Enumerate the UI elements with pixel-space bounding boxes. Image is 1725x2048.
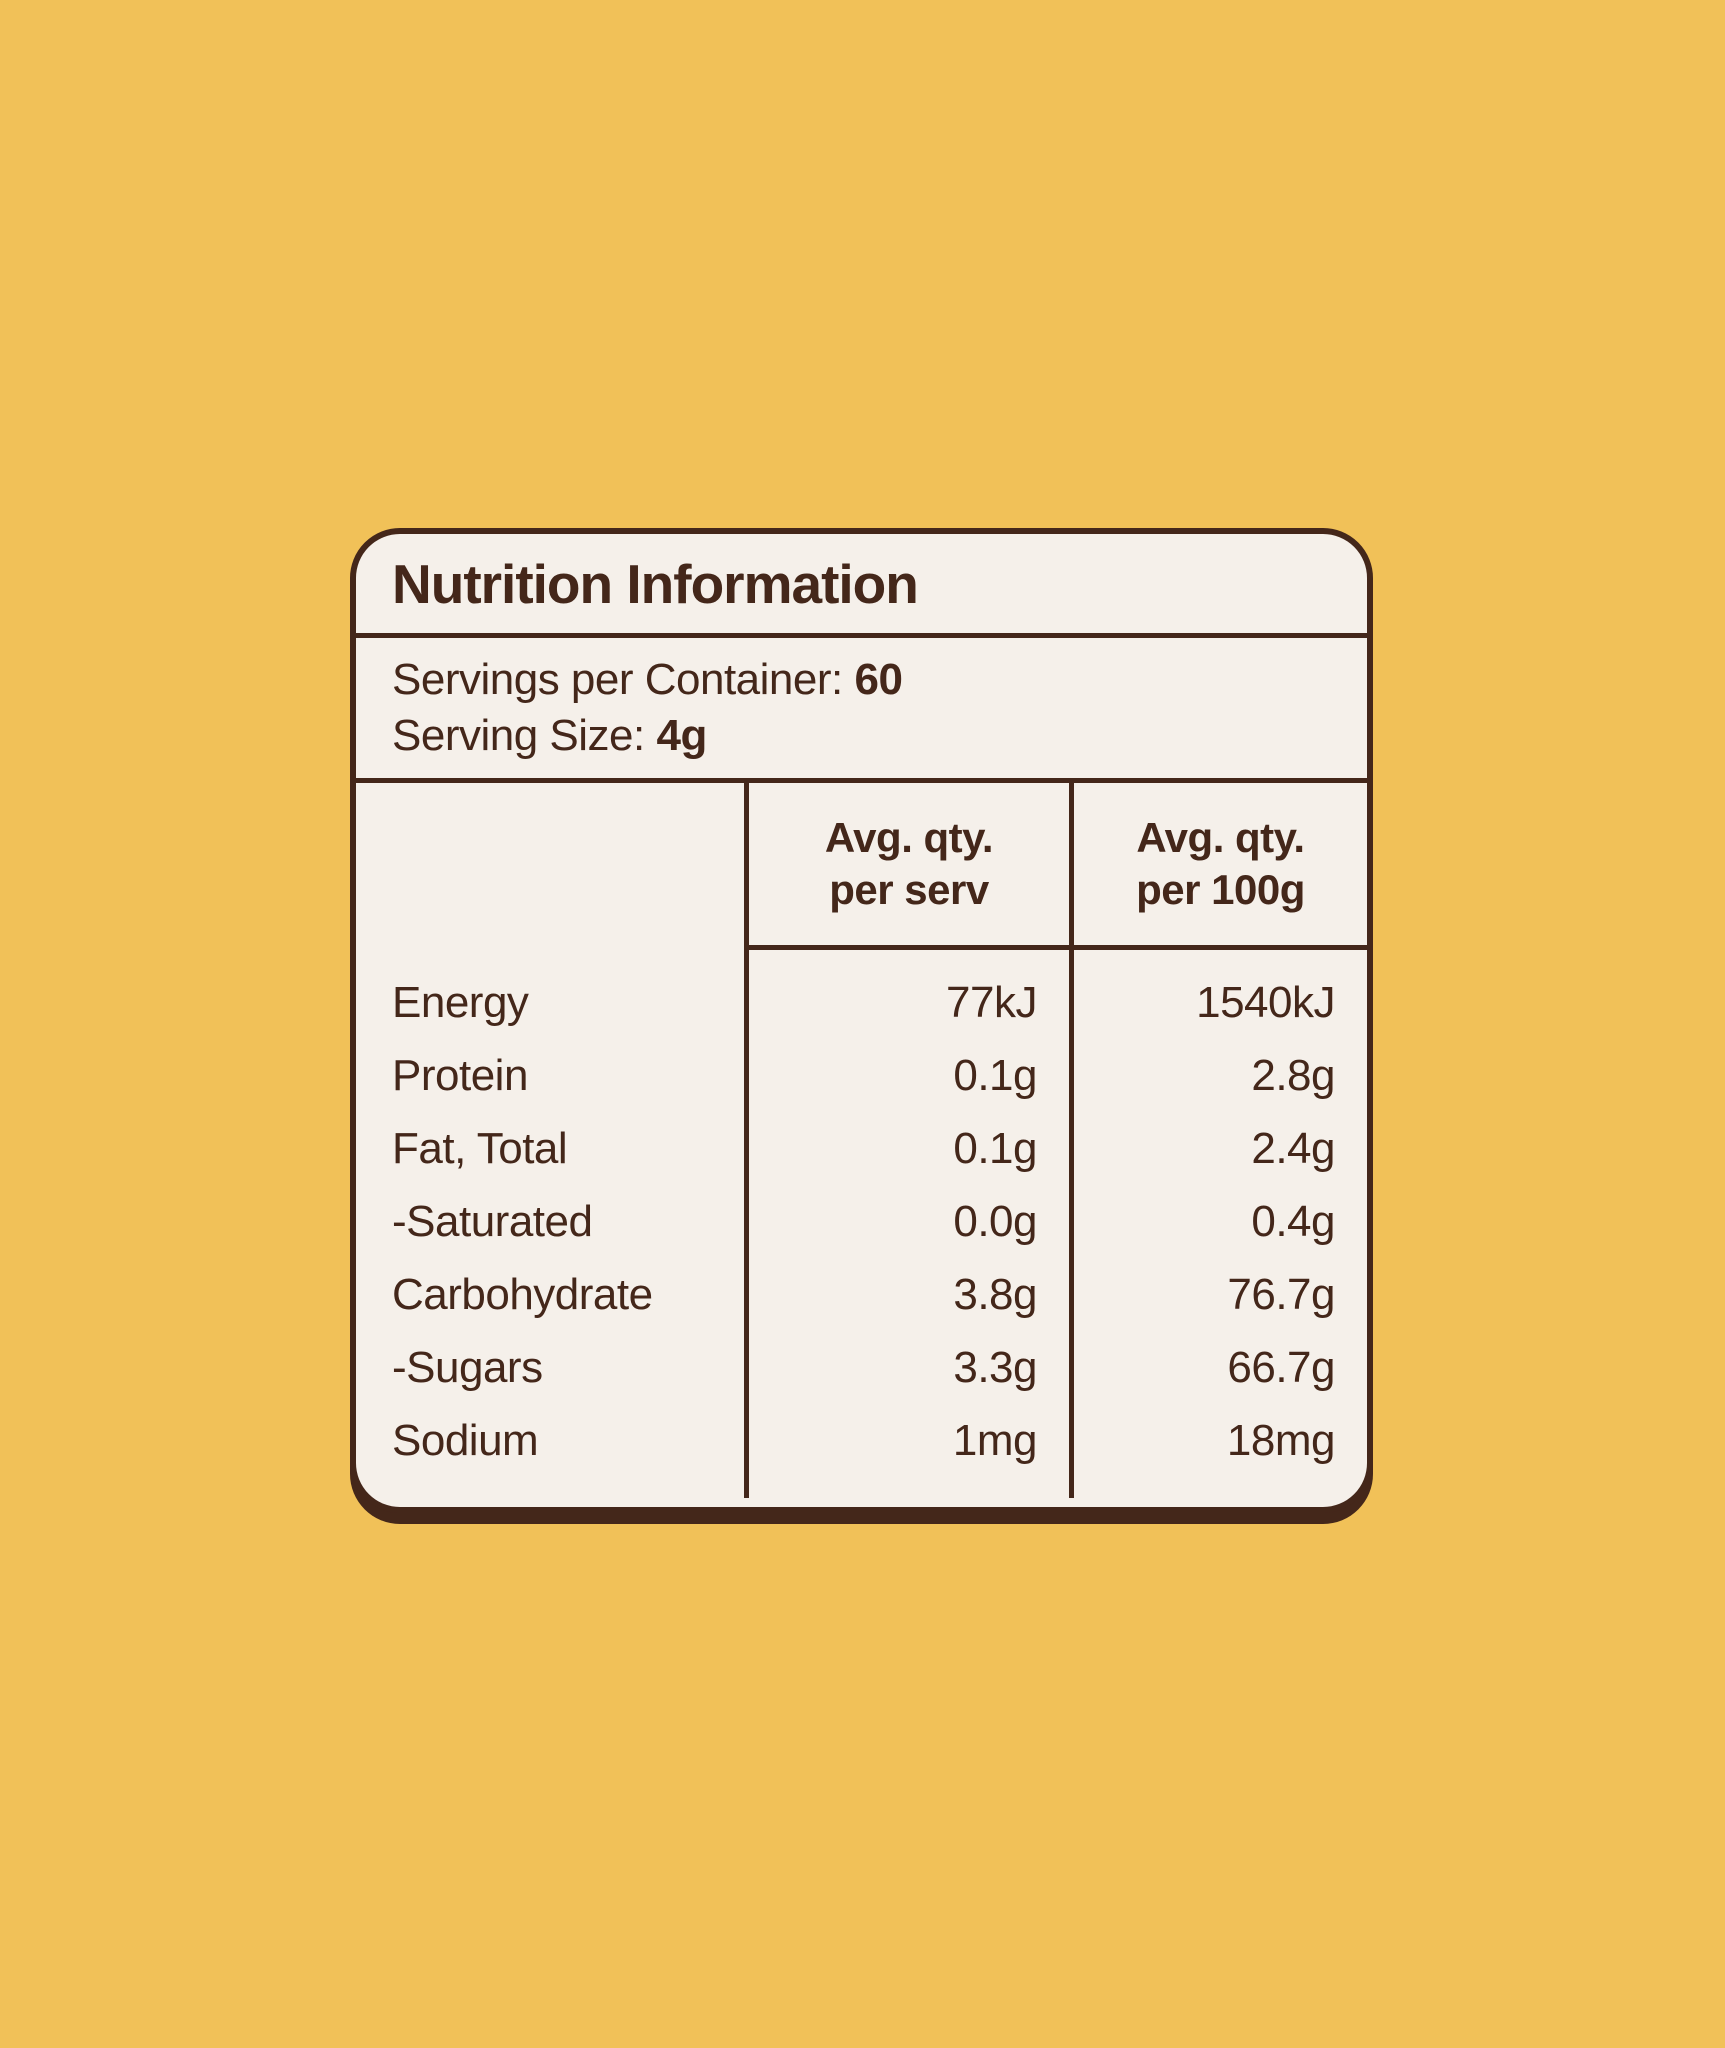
nutrient-name: Sodium bbox=[392, 1415, 539, 1465]
value-per-100g: 66.7g bbox=[1227, 1342, 1335, 1392]
nutrient-name: Carbohydrate bbox=[392, 1269, 653, 1319]
servings-per-container-value: 60 bbox=[854, 655, 903, 704]
nutrient-name: -Saturated bbox=[392, 1196, 593, 1246]
value-per-serv: 77kJ bbox=[946, 977, 1037, 1027]
nutrient-name: Protein bbox=[392, 1050, 528, 1100]
value-per-100g: 0.4g bbox=[1251, 1196, 1335, 1246]
nutrition-table: Avg. qty. per serv Avg. qty. per 100g En… bbox=[356, 783, 1367, 1498]
serving-size-line: Serving Size: 4g bbox=[392, 708, 1331, 764]
header-per-serv-line2: per serv bbox=[829, 866, 989, 913]
value-per-serv: 0.0g bbox=[953, 1196, 1037, 1246]
servings-per-container-label: Servings per Container: bbox=[392, 655, 855, 704]
nutrient-column: Energy Protein Fat, Total -Saturated Carbohy… bbox=[356, 950, 744, 1498]
nutrient-name: -Sugars bbox=[392, 1342, 543, 1392]
value-per-serv: 3.3g bbox=[953, 1342, 1037, 1392]
value-per-100g: 1540kJ bbox=[1196, 977, 1335, 1027]
table-body: Energy Protein Fat, Total -Saturated Carbohy… bbox=[356, 950, 1367, 1498]
value-per-serv: 1mg bbox=[952, 1415, 1038, 1465]
servings-per-container-line: Servings per Container: 60 bbox=[392, 652, 1331, 708]
nutrition-panel: Nutrition Information Servings per Conta… bbox=[350, 528, 1373, 1513]
header-per-100g-cell: Avg. qty. per 100g bbox=[1069, 783, 1367, 950]
value-per-100g: 18mg bbox=[1226, 1415, 1336, 1465]
header-per-100g-line1: Avg. qty. bbox=[1136, 814, 1305, 861]
header-per-serv-cell: Avg. qty. per serv bbox=[744, 783, 1069, 950]
panel-title: Nutrition Information bbox=[392, 552, 919, 615]
serving-size-value: 4g bbox=[656, 711, 707, 760]
panel-header: Nutrition Information bbox=[356, 534, 1367, 638]
nutrient-name: Fat, Total bbox=[392, 1123, 568, 1173]
servings-section: Servings per Container: 60 Serving Size:… bbox=[356, 638, 1367, 783]
value-per-serv: 0.1g bbox=[953, 1050, 1037, 1100]
value-per-serv: 3.8g bbox=[953, 1269, 1037, 1319]
nutrient-name: Energy bbox=[392, 977, 529, 1027]
per-serv-column: 77kJ 0.1g 0.1g 0.0g 3.8g 3.3g 1mg bbox=[744, 950, 1069, 1498]
table-header-row: Avg. qty. per serv Avg. qty. per 100g bbox=[356, 783, 1367, 950]
header-per-100g-line2: per 100g bbox=[1136, 866, 1305, 913]
value-per-100g: 2.8g bbox=[1251, 1050, 1335, 1100]
value-per-serv: 0.1g bbox=[953, 1123, 1037, 1173]
serving-size-label: Serving Size: bbox=[392, 711, 657, 760]
header-per-serv-line1: Avg. qty. bbox=[824, 814, 994, 861]
value-per-100g: 2.4g bbox=[1251, 1123, 1335, 1173]
value-per-100g: 76.7g bbox=[1227, 1269, 1335, 1319]
header-nutrient-cell bbox=[356, 783, 744, 950]
per-100g-column: 1540kJ 2.8g 2.4g 0.4g 76.7g 66.7g 18mg bbox=[1069, 950, 1367, 1498]
